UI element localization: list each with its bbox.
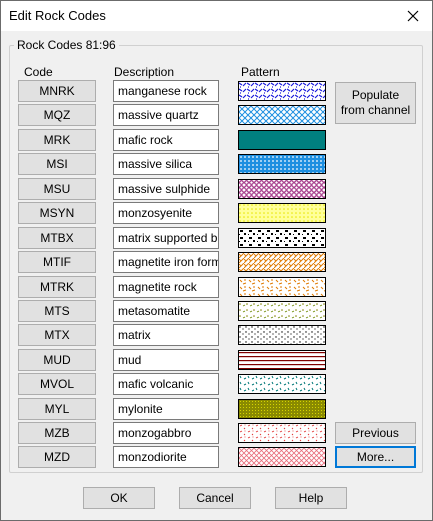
cancel-button[interactable]: Cancel <box>179 487 251 509</box>
window-title: Edit Rock Codes <box>9 8 106 23</box>
description-field[interactable]: monzogabbro <box>113 422 219 444</box>
code-button[interactable]: MRK <box>18 129 96 151</box>
pattern-swatch[interactable] <box>238 154 326 174</box>
description-field[interactable]: massive sulphide <box>113 178 219 200</box>
pattern-header: Pattern <box>241 65 280 79</box>
code-button[interactable]: MNRK <box>18 80 96 102</box>
code-button[interactable]: MTS <box>18 300 96 322</box>
olive-mesh-pattern <box>239 400 325 418</box>
description-field[interactable]: magnetite iron formation <box>113 251 219 273</box>
maroon-lines-pattern <box>239 351 325 369</box>
pattern-swatch[interactable] <box>238 203 326 223</box>
rock-codes-group <box>9 45 423 473</box>
ok-button[interactable]: OK <box>83 487 155 509</box>
pattern-swatch[interactable] <box>238 228 326 248</box>
code-button[interactable]: MQZ <box>18 104 96 126</box>
description-field[interactable]: matrix supported breccia <box>113 227 219 249</box>
description-field[interactable]: manganese rock <box>113 80 219 102</box>
help-button[interactable]: Help <box>275 487 347 509</box>
pattern-swatch[interactable] <box>238 350 326 370</box>
pattern-swatch[interactable] <box>238 325 326 345</box>
description-field[interactable]: metasomatite <box>113 300 219 322</box>
description-field[interactable]: monzosyenite <box>113 202 219 224</box>
blue-dots-pattern <box>239 155 325 173</box>
pink-crosshatch-pattern <box>239 448 325 466</box>
previous-button[interactable]: Previous <box>335 422 416 444</box>
populate-from-channel-button[interactable]: Populate from channel <box>335 82 416 124</box>
code-button[interactable]: MTRK <box>18 276 96 298</box>
pattern-swatch[interactable] <box>238 105 326 125</box>
code-button[interactable]: MZB <box>18 422 96 444</box>
manganese-pattern <box>239 82 325 100</box>
code-button[interactable]: MUD <box>18 349 96 371</box>
code-button[interactable]: MTX <box>18 324 96 346</box>
description-field[interactable]: massive quartz <box>113 104 219 126</box>
code-button[interactable]: MZD <box>18 446 96 468</box>
close-button[interactable] <box>400 4 426 28</box>
pattern-swatch[interactable] <box>238 81 326 101</box>
orange-hatch-pattern <box>239 253 325 271</box>
description-field[interactable]: mafic rock <box>113 129 219 151</box>
description-field[interactable]: mafic volcanic <box>113 373 219 395</box>
code-button[interactable]: MSYN <box>18 202 96 224</box>
description-field[interactable]: mylonite <box>113 398 219 420</box>
pattern-swatch[interactable] <box>238 447 326 467</box>
code-button[interactable]: MYL <box>18 398 96 420</box>
teal-speckle-pattern <box>239 375 325 393</box>
title-bar: Edit Rock Codes <box>0 0 433 31</box>
pattern-swatch[interactable] <box>238 423 326 443</box>
pattern-swatch[interactable] <box>238 179 326 199</box>
pattern-swatch[interactable] <box>238 374 326 394</box>
description-field[interactable]: monzodiorite <box>113 446 219 468</box>
description-field[interactable]: mud <box>113 349 219 371</box>
pattern-swatch[interactable] <box>238 252 326 272</box>
code-header: Code <box>24 65 53 79</box>
orange-dashes-pattern <box>239 278 325 296</box>
description-field[interactable]: massive silica <box>113 153 219 175</box>
pattern-swatch[interactable] <box>238 399 326 419</box>
code-button[interactable]: MTIF <box>18 251 96 273</box>
close-icon <box>407 10 419 22</box>
blue-crosshatch-pattern <box>239 106 325 124</box>
olive-speckle-pattern <box>239 302 325 320</box>
yellow-dots-pattern <box>239 204 325 222</box>
description-field[interactable]: matrix <box>113 324 219 346</box>
solid-teal-pattern[interactable] <box>238 130 326 150</box>
pattern-swatch[interactable] <box>238 277 326 297</box>
code-button[interactable]: MSI <box>18 153 96 175</box>
code-button[interactable]: MVOL <box>18 373 96 395</box>
code-button[interactable]: MSU <box>18 178 96 200</box>
black-speckle-pattern <box>239 326 325 344</box>
description-header: Description <box>114 65 175 79</box>
more-button[interactable]: More... <box>335 446 416 468</box>
description-field[interactable]: magnetite rock <box>113 276 219 298</box>
group-label: Rock Codes 81:96 <box>14 38 119 52</box>
code-button[interactable]: MTBX <box>18 227 96 249</box>
purple-circles-pattern <box>239 180 325 198</box>
black-breccia-pattern <box>239 229 325 247</box>
pattern-swatch[interactable] <box>238 301 326 321</box>
red-speckle-pattern <box>239 424 325 442</box>
